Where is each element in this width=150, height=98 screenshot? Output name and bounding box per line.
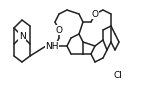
Text: NH: NH [45,41,59,50]
Text: N: N [19,31,25,40]
Text: O: O [92,10,99,19]
Text: O: O [56,25,63,34]
Text: Cl: Cl [114,72,122,80]
